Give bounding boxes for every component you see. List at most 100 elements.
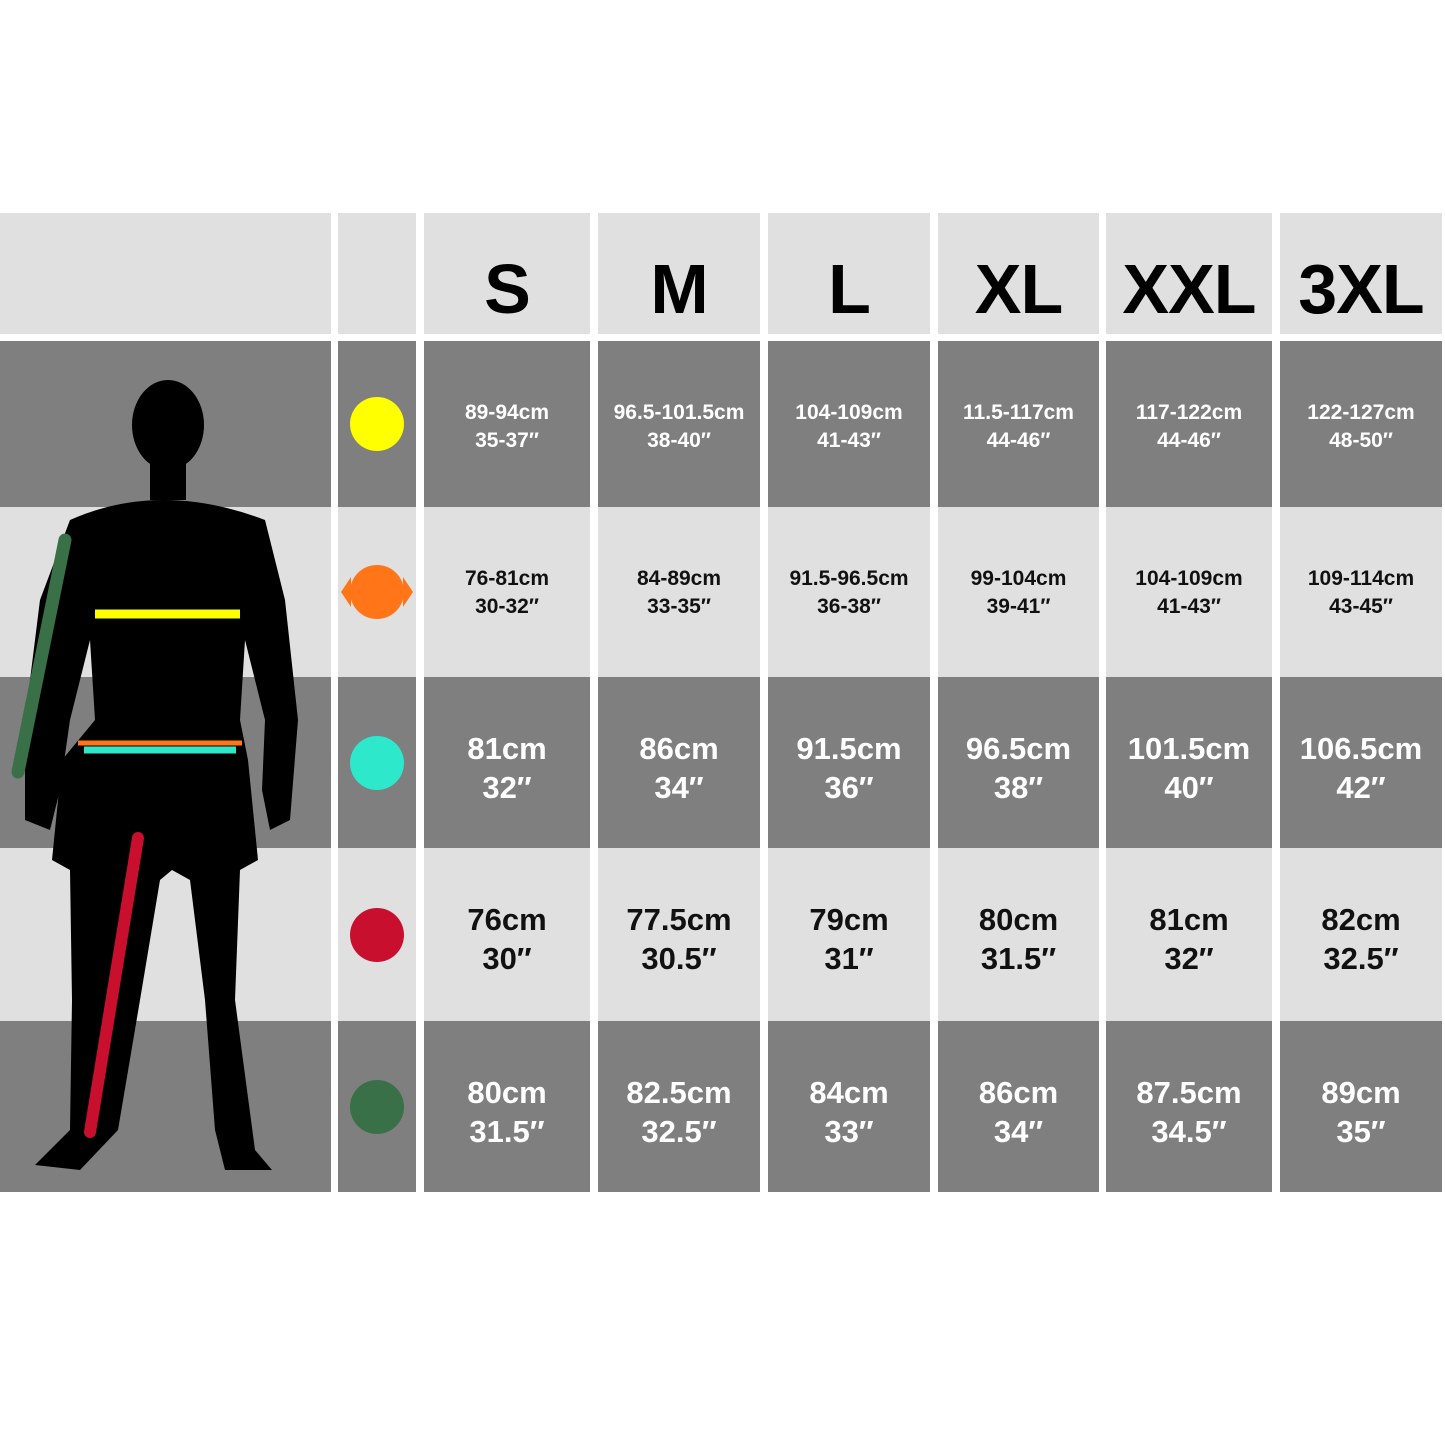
value-inches: 39-41″ [986, 595, 1051, 618]
measurement-icon-cell [338, 1021, 416, 1192]
sleeve-line [11, 533, 72, 779]
body-silhouette-figure [11, 380, 298, 1170]
measurement-cell: 84-89cm 33-35″ [598, 507, 760, 677]
value-cm: 91.5cm [796, 731, 902, 766]
measurement-cell: 99-104cm 39-41″ [938, 507, 1099, 677]
measurement-cell: 106.5cm 42″ [1280, 677, 1442, 848]
value-cm: 104-109cm [795, 401, 903, 424]
value-cm: 91.5-96.5cm [789, 567, 909, 590]
value-inches: 32″ [1164, 941, 1214, 976]
inseam-line [84, 832, 144, 1138]
value-inches: 31.5″ [980, 941, 1057, 976]
value-inches: 35-37″ [475, 429, 539, 452]
value-cm: 11.5-117cm [963, 401, 1074, 424]
figure-cell [0, 848, 331, 1021]
size-header-XL: XL [938, 213, 1099, 334]
value-inches: 36-38″ [817, 595, 881, 618]
size-header-XXL: XXL [1106, 213, 1272, 334]
measurement-cell: 91.5cm 36″ [768, 677, 930, 848]
measurement-icon-cell [338, 848, 416, 1021]
measurement-cell: 89-94cm 35-37″ [424, 341, 590, 507]
value-cm: 99-104cm [970, 567, 1067, 590]
value-inches: 41-43″ [1157, 595, 1221, 618]
measurement-cell: 87.5cm 34.5″ [1106, 1021, 1272, 1192]
value-inches: 38″ [993, 770, 1044, 805]
value-cm: 79cm [809, 902, 889, 937]
value-inches: 36″ [824, 770, 874, 805]
value-inches: 34″ [993, 1114, 1044, 1149]
size-header-M: M [598, 213, 760, 334]
value-inches: 35″ [1336, 1114, 1386, 1149]
value-inches: 32″ [482, 770, 532, 805]
measurement-cell: 104-109cm 41-43″ [768, 341, 930, 507]
measurement-cell: 80cm 31.5″ [938, 848, 1099, 1021]
measurement-cell: 84cm 33″ [768, 1021, 930, 1192]
measurement-cell: 76-81cm 30-32″ [424, 507, 590, 677]
value-inches: 44-46″ [986, 429, 1051, 452]
measurement-cell: 77.5cm 30.5″ [598, 848, 760, 1021]
measurement-icon-cell [338, 341, 416, 507]
measurement-cell: 11.5-117cm 44-46″ [938, 341, 1099, 507]
measurement-cell: 91.5-96.5cm 36-38″ [768, 507, 930, 677]
value-cm: 122-127cm [1307, 401, 1415, 424]
value-cm: 101.5cm [1127, 731, 1251, 766]
measurement-cell: 117-122cm 44-46″ [1106, 341, 1272, 507]
size-header-L: L [768, 213, 930, 334]
measurement-cell: 82.5cm 32.5″ [598, 1021, 760, 1192]
value-inches: 42″ [1336, 770, 1386, 805]
header-blank-cell [0, 213, 331, 334]
value-inches: 40″ [1164, 770, 1214, 805]
measurement-cell: 89cm 35″ [1280, 1021, 1442, 1192]
value-cm: 89cm [1321, 1075, 1401, 1110]
measurement-icon-cell [338, 677, 416, 848]
size-header-3XL: 3XL [1280, 213, 1442, 334]
measurement-cell: 101.5cm 40″ [1106, 677, 1272, 848]
value-inches: 30″ [482, 941, 532, 976]
value-cm: 80cm [467, 1075, 547, 1110]
arrow-right-icon [403, 577, 413, 607]
arrow-left-icon [341, 577, 351, 607]
measurement-cell: 104-109cm 41-43″ [1106, 507, 1272, 677]
value-inches: 33-35″ [647, 595, 711, 618]
measurement-cell: 82cm 32.5″ [1280, 848, 1442, 1021]
value-cm: 117-122cm [1135, 401, 1243, 424]
header-icon-cell [338, 213, 416, 334]
value-cm: 81cm [1149, 902, 1229, 937]
value-cm: 96.5cm [965, 731, 1072, 766]
value-inches: 41-43″ [817, 429, 881, 452]
yellow-dot-icon [350, 397, 404, 451]
orange-dot-arrows-icon [341, 565, 413, 619]
value-cm: 82cm [1321, 902, 1401, 937]
measurement-cell: 96.5-101.5cm 38-40″ [598, 341, 760, 507]
value-inches: 43-45″ [1329, 595, 1393, 618]
value-cm: 80cm [978, 902, 1059, 937]
red-dot-icon [350, 907, 404, 962]
value-cm: 84-89cm [636, 567, 722, 590]
value-inches: 32.5″ [641, 1114, 717, 1149]
measurement-cell: 81cm 32″ [424, 677, 590, 848]
value-cm: 86cm [639, 731, 719, 766]
green-dot-icon [350, 1079, 404, 1134]
measurement-cell: 109-114cm 43-45″ [1280, 507, 1442, 677]
measurement-icon-cell [338, 507, 416, 677]
value-inches: 33″ [824, 1114, 874, 1149]
measurement-cell: 81cm 32″ [1106, 848, 1272, 1021]
value-inches: 34″ [654, 770, 704, 805]
value-inches: 48-50″ [1329, 429, 1393, 452]
measurement-cell: 80cm 31.5″ [424, 1021, 590, 1192]
value-inches: 31.5″ [469, 1114, 545, 1149]
value-inches: 44-46″ [1157, 429, 1221, 452]
value-cm: 89-94cm [464, 401, 550, 424]
value-inches: 32.5″ [1323, 941, 1399, 976]
value-cm: 106.5cm [1299, 731, 1423, 766]
value-cm: 82.5cm [626, 1075, 732, 1110]
value-cm: 84cm [809, 1075, 889, 1110]
value-cm: 86cm [978, 1075, 1059, 1110]
value-cm: 109-114cm [1307, 567, 1415, 590]
value-inches: 34.5″ [1151, 1114, 1227, 1149]
turquoise-dot-icon [350, 735, 404, 790]
size-header-S: S [424, 213, 590, 334]
value-cm: 76-81cm [464, 567, 550, 590]
value-inches: 38-40″ [647, 429, 711, 452]
value-cm: 77.5cm [626, 902, 732, 937]
